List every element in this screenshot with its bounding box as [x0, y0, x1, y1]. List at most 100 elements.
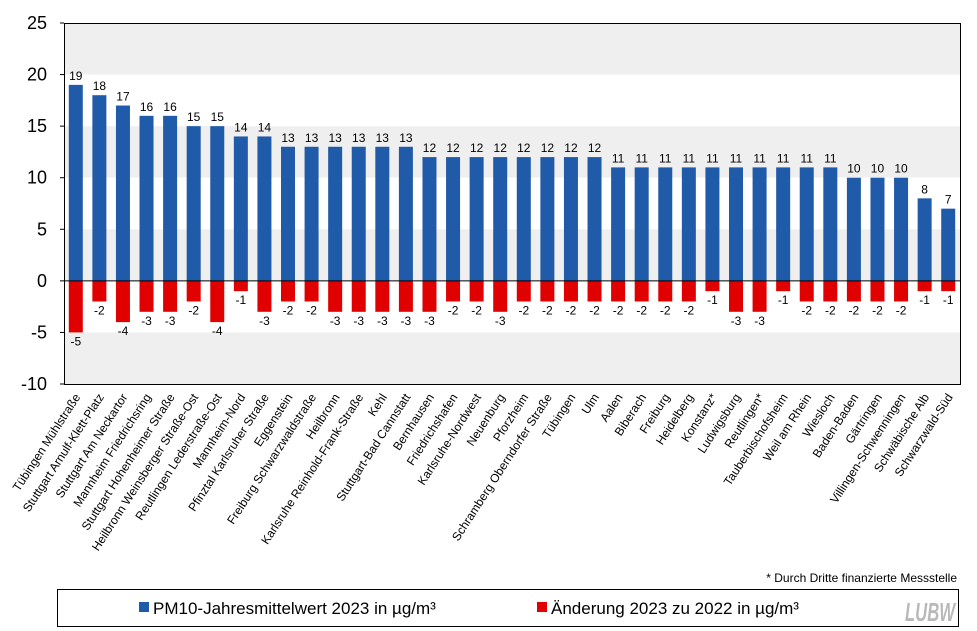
data-label-change: -2 — [896, 303, 907, 317]
data-label-pm10: 16 — [163, 100, 177, 114]
plot-frame — [64, 23, 961, 385]
bar-change — [186, 280, 201, 302]
data-label-pm10: 12 — [564, 141, 578, 155]
data-label-pm10: 15 — [187, 110, 201, 124]
data-label-pm10: 12 — [494, 141, 508, 155]
y-tick-label: 25 — [27, 13, 47, 33]
data-label-change: -2 — [518, 303, 529, 317]
data-label-pm10: 13 — [352, 131, 366, 145]
bar-pm10 — [328, 146, 343, 281]
legend-swatch-change — [537, 602, 547, 612]
bar-pm10 — [115, 105, 130, 281]
data-label-change: -3 — [731, 314, 742, 328]
bar-pm10 — [446, 157, 461, 281]
legend-label-pm10: PM10-Jahresmittelwert 2023 in µg/m³ — [153, 599, 436, 618]
data-label-pm10: 13 — [328, 131, 342, 145]
data-label-change: -3 — [353, 314, 364, 328]
bar-change — [681, 280, 696, 302]
data-label-change: -1 — [236, 293, 247, 307]
data-label-change: -3 — [330, 314, 341, 328]
plot-band — [64, 23, 960, 75]
bar-pm10 — [563, 157, 578, 281]
bar-change — [469, 280, 484, 302]
bar-pm10 — [823, 167, 838, 281]
bar-pm10 — [776, 167, 791, 281]
data-label-change: -2 — [849, 303, 860, 317]
data-label-pm10: 11 — [730, 151, 743, 165]
data-label-change: -5 — [70, 334, 81, 348]
data-label-change: -3 — [424, 314, 435, 328]
y-tick-label: -10 — [21, 374, 47, 394]
data-label-change: -1 — [919, 293, 930, 307]
data-label-change: -1 — [943, 293, 954, 307]
data-label-change: -2 — [636, 303, 647, 317]
bar-pm10 — [469, 157, 484, 281]
data-label-pm10: 13 — [281, 131, 295, 145]
bar-pm10 — [587, 157, 602, 281]
bar-change — [92, 280, 107, 302]
category-label: Ulm — [579, 391, 602, 417]
data-label-pm10: 11 — [777, 151, 790, 165]
data-label-pm10: 17 — [116, 90, 130, 104]
bar-change — [752, 280, 767, 312]
data-label-pm10: 13 — [399, 131, 413, 145]
data-label-change: -3 — [141, 314, 152, 328]
bar-pm10 — [210, 126, 225, 281]
bar-change — [351, 280, 366, 312]
data-label-change: -2 — [801, 303, 812, 317]
bar-change — [799, 280, 814, 302]
bar-pm10 — [351, 146, 366, 281]
y-tick-label: 0 — [37, 271, 47, 291]
footnote: * Durch Dritte finanzierte Messstelle — [766, 571, 957, 585]
bar-pm10 — [846, 177, 861, 281]
y-axis-tick-labels: 25 20 15 10 5 0 -5 -10 — [21, 13, 47, 394]
data-label-change: -3 — [401, 314, 412, 328]
bar-change — [68, 280, 83, 333]
data-label-change: -4 — [118, 324, 129, 338]
data-label-pm10: 10 — [871, 162, 885, 176]
data-label-pm10: 11 — [683, 151, 696, 165]
data-label-pm10: 19 — [69, 69, 83, 83]
data-label-pm10: 11 — [706, 151, 719, 165]
bar-change — [493, 280, 508, 312]
bar-pm10 — [634, 167, 649, 281]
bar-change — [233, 280, 248, 292]
data-label-change: -2 — [613, 303, 624, 317]
bar-pm10 — [870, 177, 885, 281]
bar-change — [163, 280, 178, 312]
bar-pm10 — [658, 167, 673, 281]
bar-change — [257, 280, 272, 312]
data-label-change: -3 — [495, 314, 506, 328]
data-label-change: -2 — [660, 303, 671, 317]
data-label-pm10: 12 — [470, 141, 484, 155]
bar-pm10 — [752, 167, 767, 281]
data-label-pm10: 7 — [945, 193, 952, 207]
bar-pm10 — [705, 167, 720, 281]
bar-change — [375, 280, 390, 312]
bar-pm10 — [281, 146, 295, 281]
data-label-change: -2 — [684, 303, 695, 317]
bar-change — [729, 280, 743, 312]
data-label-change: -2 — [188, 303, 199, 317]
data-label-change: -2 — [872, 303, 883, 317]
bar-pm10 — [139, 115, 154, 281]
bar-pm10 — [257, 136, 272, 281]
bar-pm10 — [681, 167, 696, 281]
bar-change — [210, 280, 225, 323]
bar-pm10 — [186, 126, 201, 281]
data-label-change: -2 — [825, 303, 836, 317]
bar-change — [917, 280, 932, 292]
data-label-pm10: 11 — [801, 151, 814, 165]
bar-pm10 — [941, 208, 956, 281]
data-label-pm10: 14 — [258, 120, 272, 134]
data-label-pm10: 12 — [446, 141, 460, 155]
data-label-change: -3 — [754, 314, 765, 328]
bar-change — [446, 280, 461, 302]
bar-change — [658, 280, 673, 302]
bar-pm10 — [611, 167, 626, 281]
data-label-pm10: 12 — [588, 141, 602, 155]
bar-pm10 — [233, 136, 248, 281]
data-label-pm10: 11 — [753, 151, 766, 165]
bar-change — [823, 280, 838, 302]
bar-change — [516, 280, 531, 302]
